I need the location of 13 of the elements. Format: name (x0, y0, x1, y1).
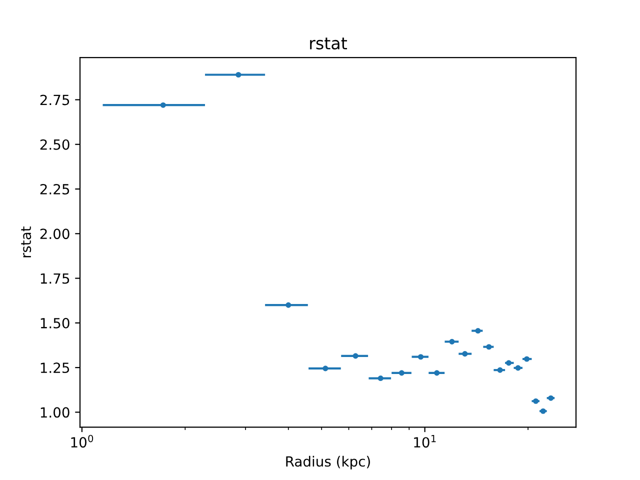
x-tick-label: 10$^{0}$ (71, 434, 94, 448)
y-axis-title: rstat (21, 226, 32, 258)
y-tick-label: 2.75 (40, 94, 70, 106)
y-tick-label: 2.25 (40, 184, 70, 194)
chart-title: rstat (310, 38, 348, 50)
y-tick-label: 1.00 (40, 407, 70, 418)
y-tick-label: 1.50 (40, 318, 70, 328)
x-tick-label: 10$^{1}$ (414, 434, 436, 448)
y-tick-label: 1.25 (40, 362, 70, 374)
y-tick-label: 2.00 (40, 228, 70, 240)
x-axis-title: Radius (kpc) (286, 456, 370, 470)
y-tick-label: 1.75 (40, 273, 70, 284)
y-tick-label: 2.50 (40, 139, 70, 150)
